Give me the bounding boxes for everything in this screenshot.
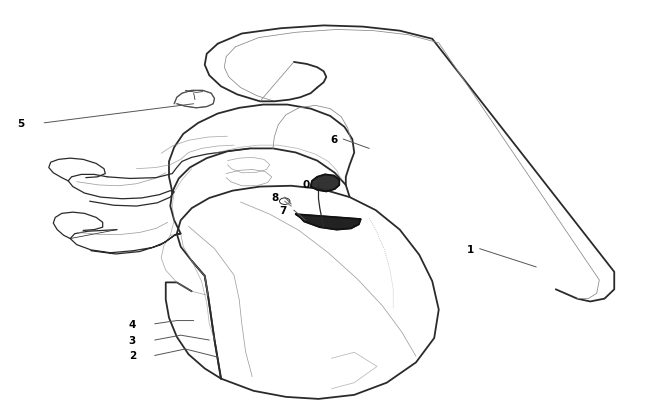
Polygon shape: [296, 215, 361, 230]
Text: 0: 0: [303, 179, 310, 189]
Polygon shape: [311, 175, 339, 192]
Text: 6: 6: [330, 135, 337, 145]
Text: 7: 7: [280, 206, 287, 215]
Text: 3: 3: [129, 335, 136, 345]
Text: 4: 4: [129, 319, 136, 329]
Text: 5: 5: [18, 119, 25, 128]
Text: 2: 2: [129, 351, 136, 360]
Text: 8: 8: [271, 193, 278, 202]
Text: 1: 1: [467, 244, 474, 254]
